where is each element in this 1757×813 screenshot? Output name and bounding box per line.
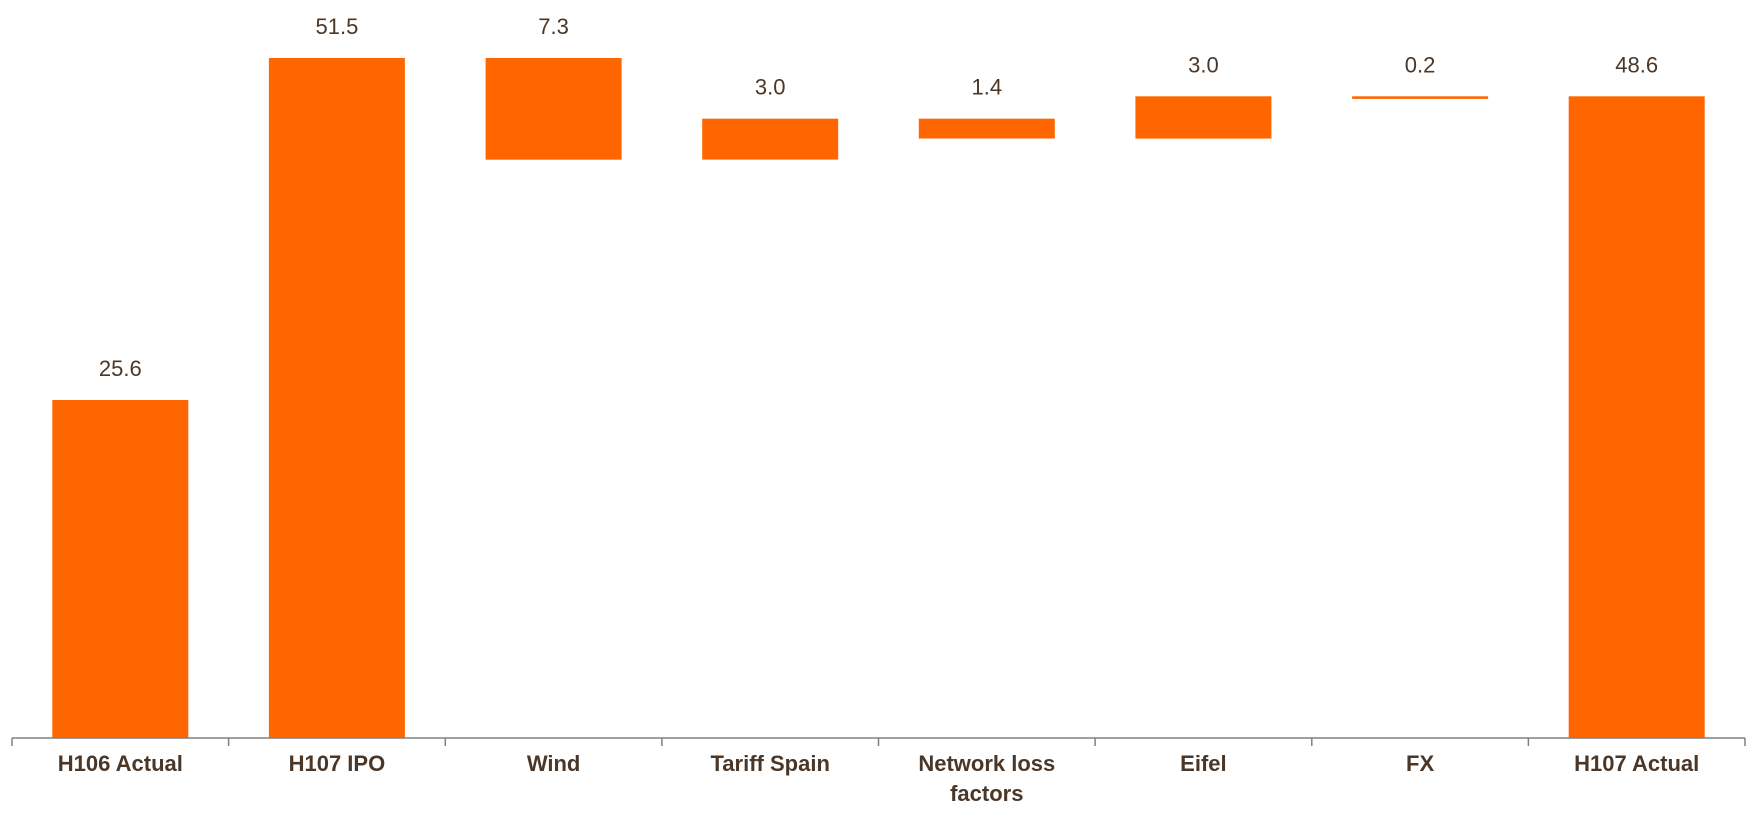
- bar-tariff-spain: [702, 118, 839, 160]
- bar-eifel: [1135, 96, 1272, 139]
- category-label-tariff-spain: Tariff Spain: [711, 751, 830, 776]
- category-label-h107-actual: H107 Actual: [1574, 751, 1699, 776]
- category-label-line: factors: [950, 781, 1023, 806]
- bar-fx: [1352, 96, 1489, 99]
- category-label-line: H107 Actual: [1574, 751, 1699, 776]
- category-label-line: FX: [1406, 751, 1434, 776]
- bar-wind: [485, 58, 622, 160]
- category-label-eifel: Eifel: [1180, 751, 1226, 776]
- category-label-line: Eifel: [1180, 751, 1226, 776]
- value-label-fx: 0.2: [1405, 52, 1436, 77]
- category-label-line: Wind: [527, 751, 581, 776]
- value-label-group: 25.6 51.5 7.3 3.0 1.4 3.0 0.2 48.6: [99, 14, 1658, 381]
- value-label-h107-actual: 48.6: [1615, 52, 1658, 77]
- category-label-line: H106 Actual: [58, 751, 183, 776]
- category-label-line: Tariff Spain: [711, 751, 830, 776]
- value-label-h107-ipo: 51.5: [315, 14, 358, 39]
- x-axis: [11, 737, 1746, 746]
- category-label-line: Network loss: [918, 751, 1055, 776]
- value-label-tariff-spain: 3.0: [755, 75, 786, 100]
- category-label-fx: FX: [1406, 751, 1434, 776]
- value-label-wind: 7.3: [538, 14, 569, 39]
- category-label-wind: Wind: [527, 751, 581, 776]
- bar-group: [52, 58, 1705, 739]
- value-label-network-loss-factors: 1.4: [972, 75, 1003, 100]
- bar-h106-actual: [52, 400, 189, 738]
- category-label-network-loss-factors: Network loss factors: [918, 751, 1055, 806]
- category-label-group: H106 Actual H107 IPO Wind Tariff Spain Netwo…: [58, 751, 1700, 806]
- bar-network-loss-factors: [918, 118, 1055, 139]
- value-label-h106-actual: 25.6: [99, 356, 142, 381]
- bar-h107-ipo: [268, 58, 405, 738]
- bar-h107-actual: [1568, 96, 1705, 739]
- category-label-h106-actual: H106 Actual: [58, 751, 183, 776]
- category-label-h107-ipo: H107 IPO: [289, 751, 386, 776]
- category-label-line: H107 IPO: [289, 751, 386, 776]
- value-label-eifel: 3.0: [1188, 52, 1219, 77]
